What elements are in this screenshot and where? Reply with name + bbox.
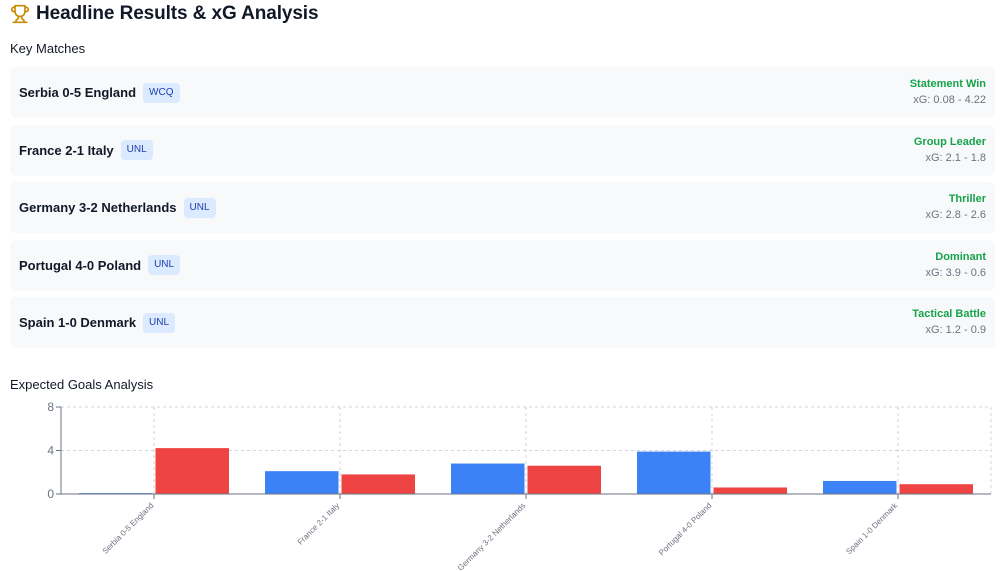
match-name: Spain 1-0 Denmark xyxy=(19,315,137,331)
x-tick-label: Serbia 0-5 England xyxy=(101,501,156,556)
competition-badge: WCQ xyxy=(143,82,180,103)
x-tick-label: Spain 1-0 Denmark xyxy=(844,500,900,556)
competition-badge: UNL xyxy=(148,255,181,276)
match-card[interactable]: Germany 3-2 Netherlands UNL Thriller xG:… xyxy=(10,182,995,234)
y-tick-label: 0 xyxy=(47,487,54,501)
match-name: France 2-1 Italy xyxy=(19,142,114,158)
match-tag: Dominant xyxy=(935,250,986,263)
match-tag: Group Leader xyxy=(913,135,986,148)
match-tag: Statement Win xyxy=(909,78,986,90)
x-tick-label: France 2-1 Italy xyxy=(296,501,342,547)
xg-bar-chart: 0 4 8 Serbia 0-5 England France 2-1 Italy Ger… xyxy=(47,400,992,571)
match-xg: xG: 1.2 - 0.9 xyxy=(925,324,986,337)
x-tick-label: Germany 3-2 Netherlands xyxy=(456,501,527,571)
xg-bar xyxy=(265,471,339,494)
page-header: Headline Results & xG Analysis xyxy=(10,2,319,26)
xg-bar xyxy=(527,465,601,494)
match-tag: Tactical Battle xyxy=(912,308,986,321)
competition-badge: UNL xyxy=(143,312,176,333)
key-matches-heading: Key Matches xyxy=(10,41,86,56)
xg-bar xyxy=(637,451,711,494)
trophy-icon xyxy=(10,4,30,24)
x-tick-label: Portugal 4-0 Poland xyxy=(657,501,713,557)
match-card[interactable]: Serbia 0-5 England WCQ Statement Win xG:… xyxy=(10,67,995,118)
match-name: Serbia 0-5 England xyxy=(19,85,137,100)
xg-bar xyxy=(341,474,415,494)
competition-badge: UNL xyxy=(120,140,153,161)
match-xg: xG: 2.1 - 1.8 xyxy=(925,151,986,164)
xg-bar xyxy=(451,463,525,494)
xg-bar xyxy=(713,487,787,494)
match-name: Portugal 4-0 Poland xyxy=(19,257,142,273)
xg-chart-container: 0 4 8 Serbia 0-5 England France 2-1 Italy Ger… xyxy=(0,400,1000,571)
match-card[interactable]: France 2-1 Italy UNL Group Leader xG: 2.… xyxy=(10,124,995,176)
xg-bar xyxy=(823,480,897,494)
xg-bar xyxy=(899,484,973,494)
y-tick-label: 4 xyxy=(47,444,54,458)
match-xg: xG: 2.8 - 2.6 xyxy=(925,209,986,222)
page-title: Headline Results & xG Analysis xyxy=(36,3,319,24)
match-tag: Thriller xyxy=(948,193,986,206)
y-tick-label: 8 xyxy=(47,400,54,414)
match-list: Serbia 0-5 England WCQ Statement Win xG:… xyxy=(10,67,995,355)
match-card[interactable]: Spain 1-0 Denmark UNL Tactical Battle xG… xyxy=(10,297,995,349)
match-name: Germany 3-2 Netherlands xyxy=(19,200,177,216)
match-card[interactable]: Portugal 4-0 Poland UNL Dominant xG: 3.9… xyxy=(10,239,995,291)
match-xg: xG: 3.9 - 0.6 xyxy=(925,266,986,279)
competition-badge: UNL xyxy=(183,197,216,218)
match-xg: xG: 0.08 - 4.22 xyxy=(913,94,986,106)
xg-analysis-heading: Expected Goals Analysis xyxy=(10,377,154,392)
xg-bar xyxy=(155,448,229,494)
